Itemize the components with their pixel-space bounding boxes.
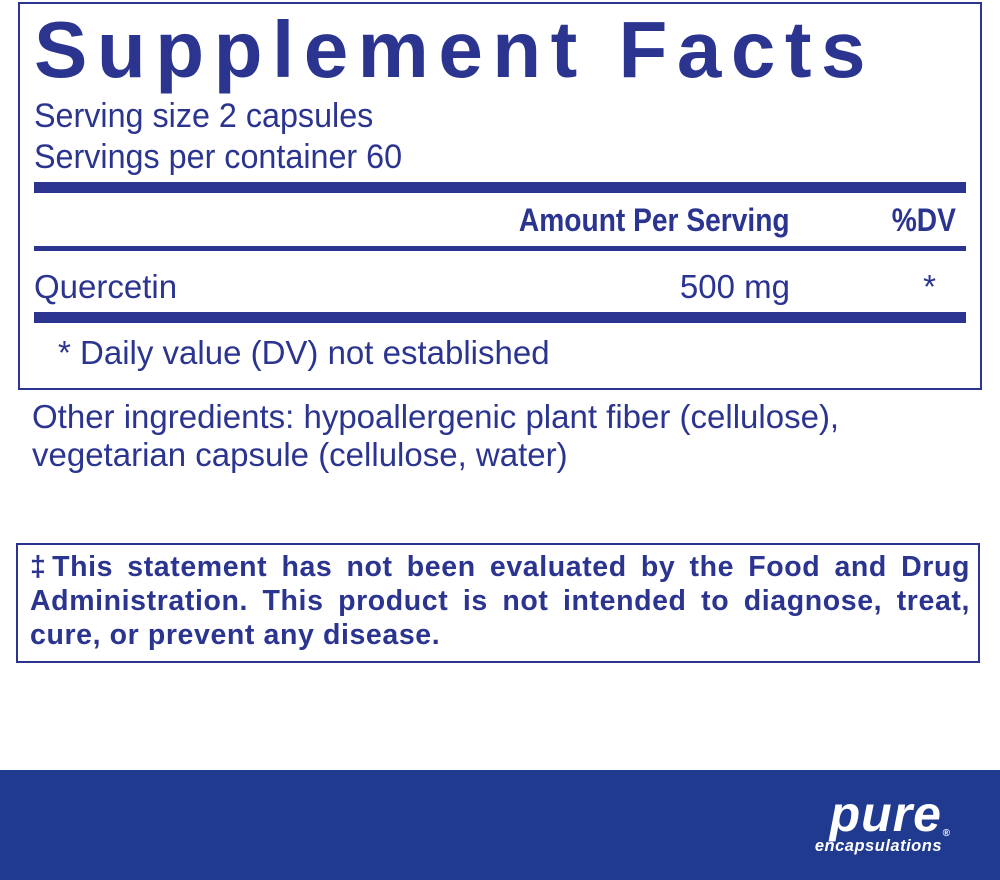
fda-disclaimer-box: ‡This statement has not been evaluated b… bbox=[16, 543, 980, 663]
serving-size: Serving size 2 capsules bbox=[34, 97, 374, 135]
ingredient-name: Quercetin bbox=[34, 268, 178, 305]
dv-header: %DV bbox=[891, 202, 956, 238]
thick-divider bbox=[34, 312, 966, 323]
thick-divider bbox=[34, 182, 966, 193]
registered-mark: ® bbox=[942, 828, 950, 839]
logo-sub: encapsulations bbox=[814, 837, 942, 855]
brand-footer: pure encapsulations ® bbox=[0, 770, 1000, 880]
fda-disclaimer: ‡This statement has not been evaluated b… bbox=[30, 551, 970, 651]
logo-main: pure bbox=[829, 786, 942, 842]
ingredient-amount: 500 mg bbox=[679, 268, 790, 305]
servings-per-container: Servings per container 60 bbox=[34, 138, 403, 176]
thin-divider bbox=[34, 246, 966, 251]
panel-title: Supplement Facts bbox=[34, 5, 876, 94]
dv-footnote: * Daily value (DV) not established bbox=[58, 334, 550, 371]
amount-per-serving-header: Amount Per Serving bbox=[519, 202, 790, 238]
supplement-facts-panel: Supplement Facts Serving size 2 capsules… bbox=[18, 2, 982, 390]
other-ingredients: Other ingredients: hypoallergenic plant … bbox=[32, 398, 840, 473]
brand-logo: pure encapsulations ® bbox=[814, 786, 950, 856]
ingredient-dv: * bbox=[923, 268, 936, 305]
